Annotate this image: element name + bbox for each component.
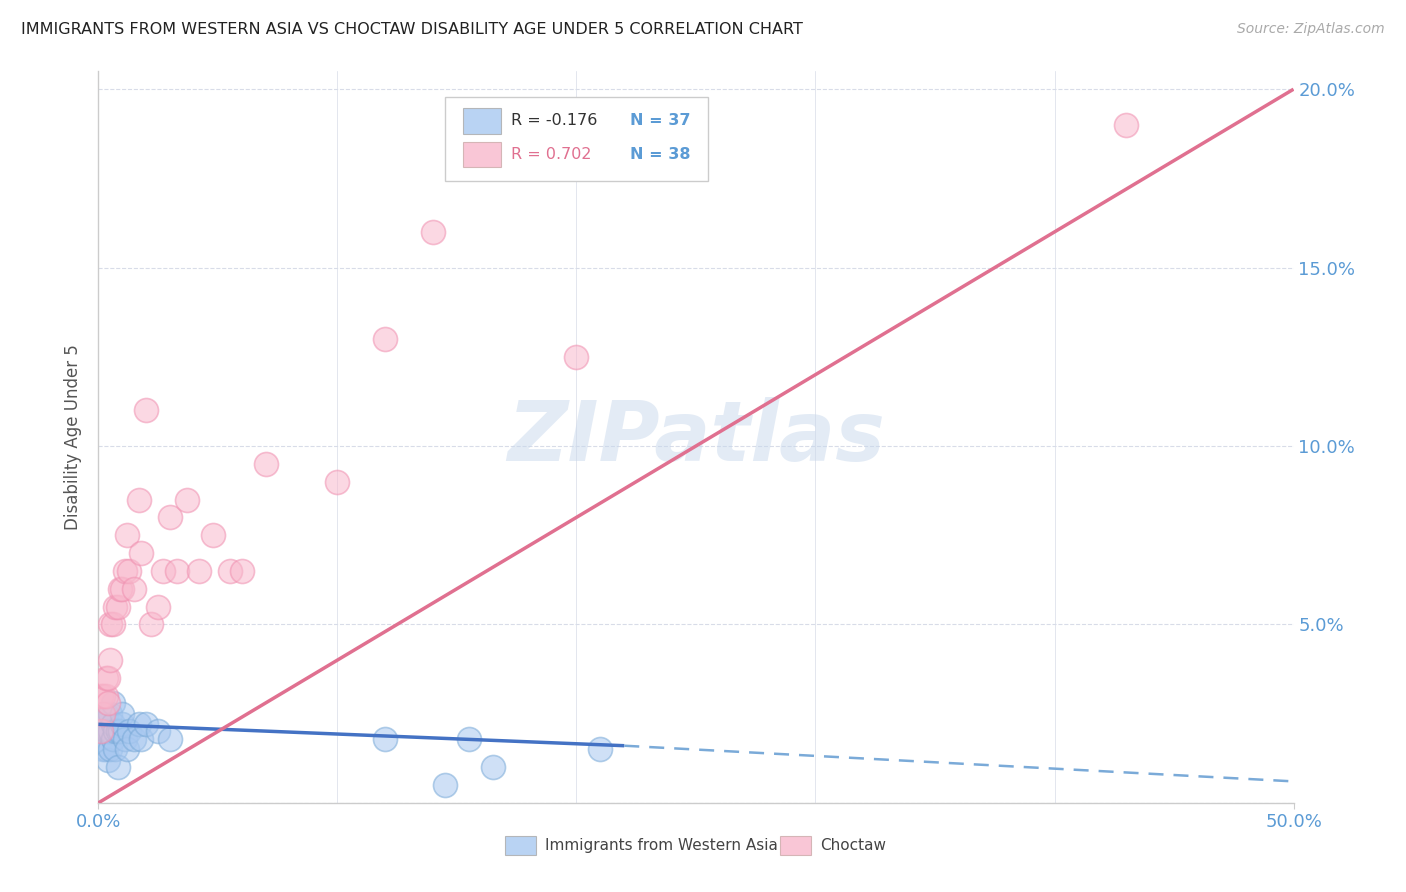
Point — [374, 332, 396, 346]
Point — [231, 564, 253, 578]
Point — [97, 671, 120, 685]
Point — [94, 671, 117, 685]
Point — [90, 731, 112, 746]
Point — [128, 717, 150, 731]
Point — [131, 731, 153, 746]
Point — [94, 742, 117, 756]
Point — [101, 617, 124, 632]
Text: Source: ZipAtlas.com: Source: ZipAtlas.com — [1237, 22, 1385, 37]
Point — [114, 564, 136, 578]
Point — [107, 724, 129, 739]
Point — [101, 731, 124, 746]
Text: Choctaw: Choctaw — [820, 838, 886, 854]
Point — [107, 599, 129, 614]
Point — [481, 760, 505, 774]
Y-axis label: Disability Age Under 5: Disability Age Under 5 — [65, 344, 83, 530]
Point — [101, 696, 124, 710]
Point — [458, 731, 481, 746]
Point — [187, 564, 209, 578]
Point — [94, 706, 117, 721]
Point — [589, 742, 612, 756]
Text: IMMIGRANTS FROM WESTERN ASIA VS CHOCTAW DISABILITY AGE UNDER 5 CORRELATION CHART: IMMIGRANTS FROM WESTERN ASIA VS CHOCTAW … — [21, 22, 803, 37]
Point — [91, 742, 114, 756]
FancyBboxPatch shape — [446, 97, 709, 181]
Point — [91, 706, 114, 721]
Point — [98, 706, 122, 721]
Point — [90, 717, 112, 731]
Text: ZIPatlas: ZIPatlas — [508, 397, 884, 477]
Point — [111, 582, 134, 596]
Point — [98, 742, 122, 756]
Point — [1115, 118, 1137, 132]
Point — [94, 724, 117, 739]
Point — [124, 731, 146, 746]
Point — [135, 403, 157, 417]
Point — [91, 689, 114, 703]
Point — [152, 564, 174, 578]
Point — [159, 731, 181, 746]
Point — [111, 706, 134, 721]
Point — [90, 724, 112, 739]
Point — [97, 696, 120, 710]
Point — [128, 492, 150, 507]
Point — [111, 717, 134, 731]
FancyBboxPatch shape — [779, 837, 811, 855]
Text: R = 0.702: R = 0.702 — [510, 146, 592, 161]
Point — [101, 717, 124, 731]
Point — [176, 492, 198, 507]
FancyBboxPatch shape — [505, 837, 536, 855]
Point — [135, 717, 157, 731]
Point — [98, 724, 122, 739]
Point — [104, 599, 127, 614]
Point — [422, 225, 444, 239]
Point — [91, 724, 114, 739]
Point — [118, 724, 141, 739]
Text: N = 37: N = 37 — [630, 113, 690, 128]
Point — [98, 653, 122, 667]
Point — [166, 564, 188, 578]
Point — [202, 528, 225, 542]
Point — [148, 599, 170, 614]
Point — [90, 689, 112, 703]
Point — [108, 724, 131, 739]
Point — [326, 475, 349, 489]
Point — [124, 582, 146, 596]
Point — [374, 731, 396, 746]
Text: R = -0.176: R = -0.176 — [510, 113, 598, 128]
Point — [565, 350, 588, 364]
Point — [219, 564, 242, 578]
Point — [98, 617, 122, 632]
Point — [114, 731, 136, 746]
Point — [115, 528, 138, 542]
Point — [159, 510, 181, 524]
Text: Immigrants from Western Asia: Immigrants from Western Asia — [546, 838, 779, 854]
Point — [254, 457, 277, 471]
Point — [97, 753, 120, 767]
Point — [107, 760, 129, 774]
Point — [148, 724, 170, 739]
Point — [91, 706, 114, 721]
FancyBboxPatch shape — [463, 142, 501, 167]
Point — [139, 617, 162, 632]
FancyBboxPatch shape — [463, 108, 501, 134]
Point — [104, 724, 127, 739]
Text: N = 38: N = 38 — [630, 146, 690, 161]
Point — [131, 546, 153, 560]
Point — [97, 724, 120, 739]
Point — [104, 742, 127, 756]
Point — [115, 742, 138, 756]
Point — [118, 564, 141, 578]
Point — [94, 689, 117, 703]
Point — [108, 582, 131, 596]
Point — [434, 778, 457, 792]
